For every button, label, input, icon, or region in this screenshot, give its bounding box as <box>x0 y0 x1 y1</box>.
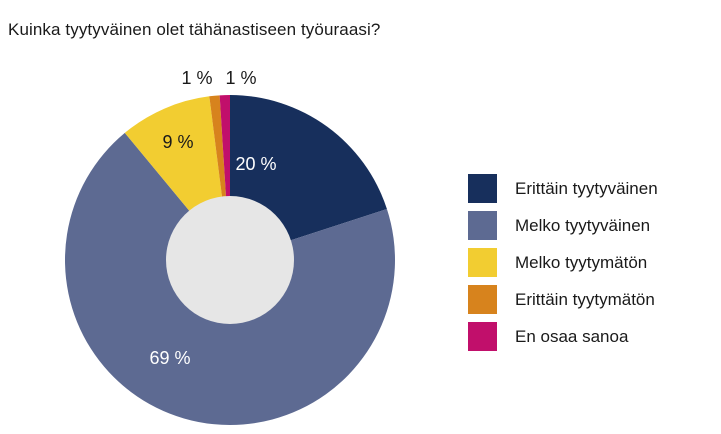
data-label-melko-tyytymaton: 9 % <box>162 132 193 152</box>
legend-item-melko-tyytyvainen: Melko tyytyväinen <box>468 211 658 240</box>
legend-swatch <box>468 285 497 314</box>
legend-swatch <box>468 174 497 203</box>
legend-swatch <box>468 322 497 351</box>
data-label-erittain-tyytymaton: 1 % <box>181 68 212 88</box>
data-label-en-osaa-sanoa: 1 % <box>225 68 256 88</box>
data-label-melko-tyytyvainen: 69 % <box>149 348 190 368</box>
legend-item-erittain-tyytyvainen: Erittäin tyytyväinen <box>468 174 658 203</box>
legend-label: Erittäin tyytyväinen <box>515 178 658 198</box>
legend-item-erittain-tyytymaton: Erittäin tyytymätön <box>468 285 658 314</box>
legend-swatch <box>468 211 497 240</box>
legend-item-melko-tyytymaton: Melko tyytymätön <box>468 248 658 277</box>
legend-swatch <box>468 248 497 277</box>
legend-label: Melko tyytymätön <box>515 252 648 272</box>
legend-label: Erittäin tyytymätön <box>515 289 655 309</box>
legend-item-en-osaa-sanoa: En osaa sanoa <box>468 322 658 351</box>
legend: Erittäin tyytyväinen Melko tyytyväinen M… <box>468 174 658 359</box>
legend-label: En osaa sanoa <box>515 326 629 346</box>
donut-hole <box>166 196 294 324</box>
data-label-erittain-tyytyvainen: 20 % <box>235 154 276 174</box>
legend-label: Melko tyytyväinen <box>515 215 651 235</box>
slice-labels: 20 % 69 % 9 % 1 % 1 % <box>149 68 276 368</box>
chart-title: Kuinka tyytyväinen olet tähänastiseen ty… <box>8 20 381 39</box>
